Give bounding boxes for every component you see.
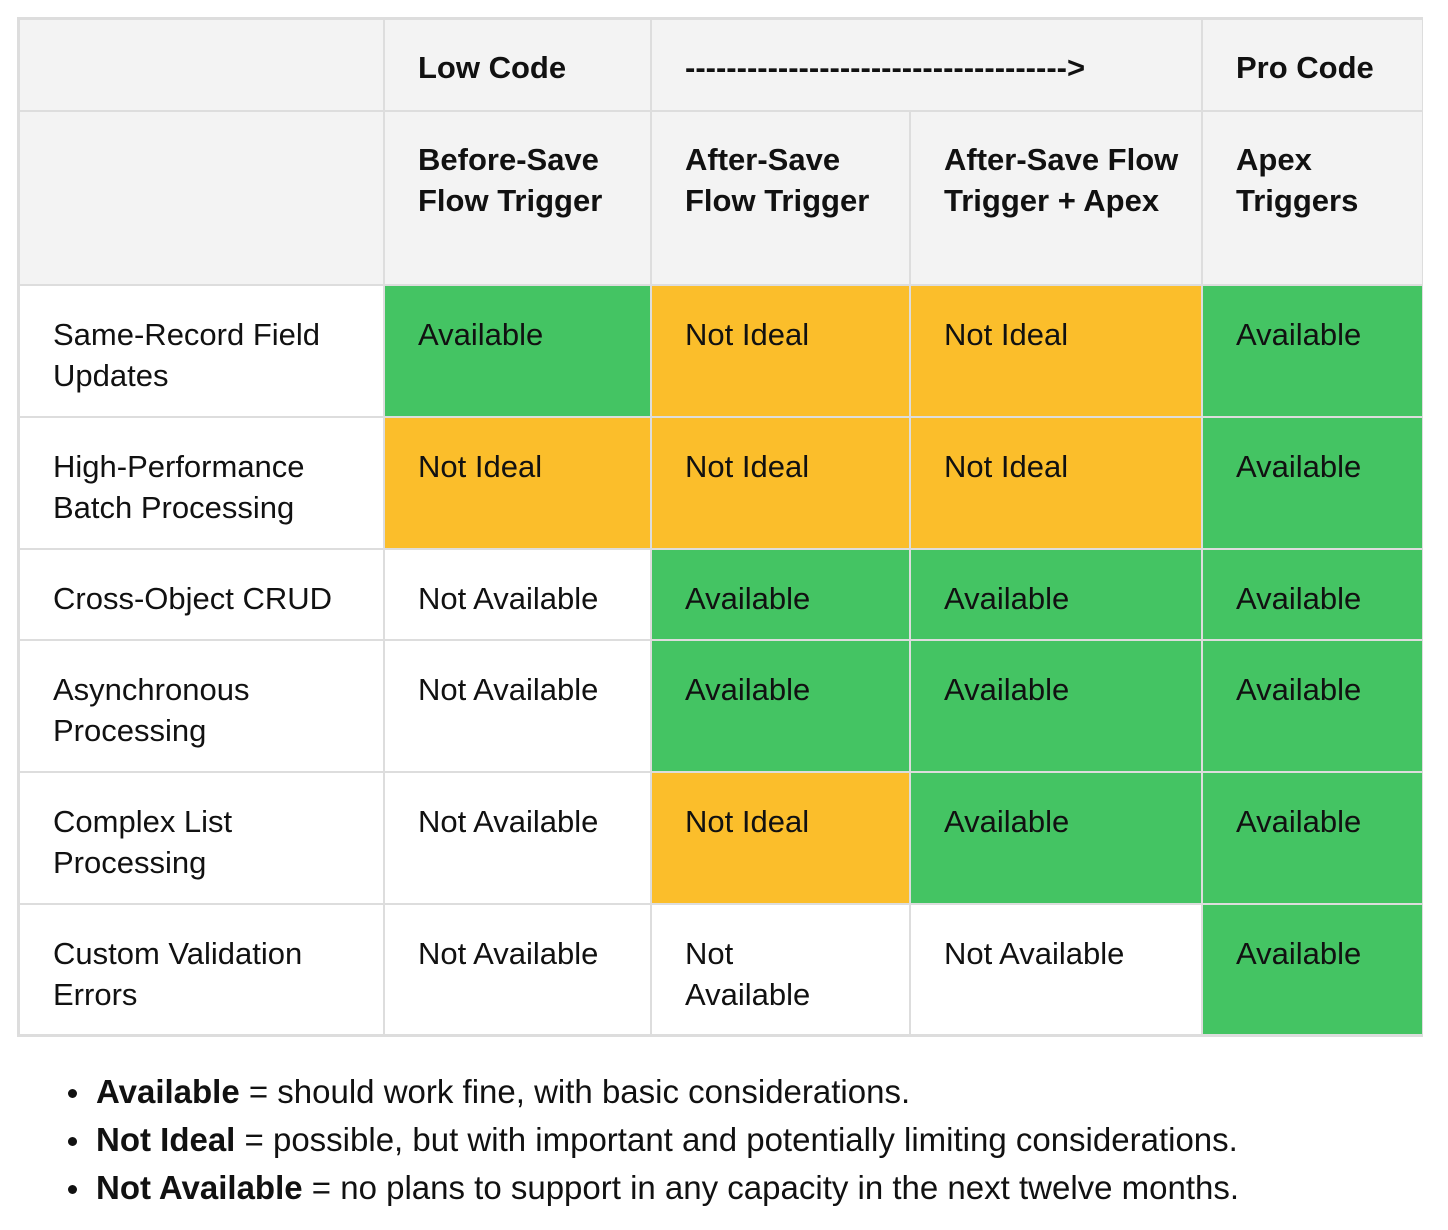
header-after-save-flow-trigger: After-Save Flow Trigger bbox=[652, 112, 909, 284]
legend-term: Not Ideal bbox=[96, 1121, 236, 1158]
status-cell: Not Ideal bbox=[911, 418, 1201, 548]
legend-item: Not Available = no plans to support in a… bbox=[60, 1164, 1430, 1212]
status-cell: Available bbox=[1203, 905, 1422, 1034]
row-label: Complex List Processing bbox=[20, 773, 383, 903]
header-corner-bottom bbox=[20, 112, 383, 284]
legend-text: = should work fine, with basic considera… bbox=[239, 1073, 911, 1110]
status-cell: Available bbox=[385, 286, 650, 416]
status-cell: Not Available bbox=[385, 550, 650, 639]
status-cell: Not Ideal bbox=[385, 418, 650, 548]
legend-term: Available bbox=[96, 1073, 240, 1110]
header-apex-triggers: Apex Triggers bbox=[1203, 112, 1422, 284]
row-label: Same-Record Field Updates bbox=[20, 286, 383, 416]
status-cell: Available bbox=[911, 641, 1201, 771]
header-pro-code: Pro Code bbox=[1203, 20, 1422, 110]
status-cell: Not Available bbox=[385, 641, 650, 771]
header-arrow: -------------------------------------> bbox=[652, 20, 1201, 110]
legend-item: Available = should work fine, with basic… bbox=[60, 1068, 1430, 1116]
header-after-save-flow-trigger-apex: After-Save Flow Trigger + Apex bbox=[911, 112, 1201, 284]
status-cell: Available bbox=[1203, 418, 1422, 548]
status-cell: Not Available bbox=[385, 905, 650, 1034]
header-low-code: Low Code bbox=[385, 20, 650, 110]
status-cell: Not Available bbox=[385, 773, 650, 903]
row-label: Cross-Object CRUD bbox=[20, 550, 383, 639]
legend-item: Not Ideal = possible, but with important… bbox=[60, 1116, 1430, 1164]
status-cell: Available bbox=[911, 550, 1201, 639]
row-label: Custom Validation Errors bbox=[20, 905, 383, 1034]
comparison-table: Low Code -------------------------------… bbox=[17, 17, 1423, 1037]
row-label: High-Performance Batch Processing bbox=[20, 418, 383, 548]
status-cell: Not Ideal bbox=[652, 773, 909, 903]
status-cell: Available bbox=[1203, 550, 1422, 639]
status-cell: Available bbox=[652, 550, 909, 639]
status-cell: Available bbox=[911, 773, 1201, 903]
legend-term: Not Available bbox=[96, 1169, 303, 1206]
status-cell: Available bbox=[1203, 286, 1422, 416]
status-cell: Not Ideal bbox=[652, 418, 909, 548]
status-cell: Available bbox=[652, 641, 909, 771]
status-cell: Available bbox=[1203, 773, 1422, 903]
status-cell: Available bbox=[1203, 641, 1422, 771]
header-before-save-flow-trigger: Before-Save Flow Trigger bbox=[385, 112, 650, 284]
status-cell: Not Available bbox=[652, 905, 909, 1034]
legend-text: = possible, but with important and poten… bbox=[235, 1121, 1238, 1158]
status-cell: Not Ideal bbox=[911, 286, 1201, 416]
row-label: Asynchronous Processing bbox=[20, 641, 383, 771]
legend-text: = no plans to support in any capacity in… bbox=[302, 1169, 1240, 1206]
legend-list: Available = should work fine, with basic… bbox=[60, 1068, 1430, 1212]
header-corner-top bbox=[20, 20, 383, 110]
status-cell: Not Available bbox=[911, 905, 1201, 1034]
status-cell: Not Ideal bbox=[652, 286, 909, 416]
